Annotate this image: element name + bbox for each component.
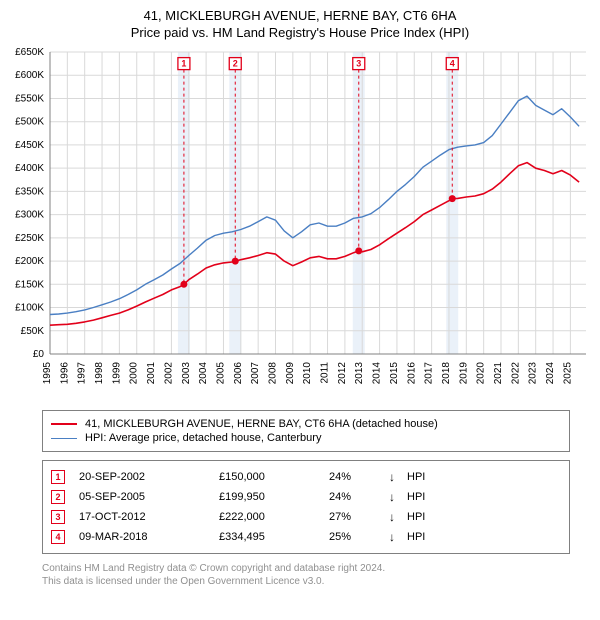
legend-label: HPI: Average price, detached house, Cant… <box>85 432 321 444</box>
address-title: 41, MICKLEBURGH AVENUE, HERNE BAY, CT6 6… <box>0 8 600 23</box>
down-arrow-icon: ↓ <box>389 491 407 503</box>
x-tick-label: 2018 <box>441 362 452 385</box>
y-tick-label: £400K <box>15 163 44 174</box>
x-tick-label: 1999 <box>111 362 122 385</box>
sale-price: £334,495 <box>219 531 329 543</box>
chart-subtitle: Price paid vs. HM Land Registry's House … <box>0 25 600 40</box>
y-tick-label: £650K <box>15 47 44 58</box>
chart-area: £0 £50K £100K £150K £200K £250K £300K £350K £400… <box>0 44 600 404</box>
x-tick-label: 2002 <box>163 362 174 385</box>
sale-marker-label: 1 <box>181 59 186 69</box>
x-tick-label: 1996 <box>59 362 70 385</box>
sale-pct: 24% <box>329 471 389 483</box>
y-tick-label: £0 <box>33 349 45 360</box>
down-arrow-icon: ↓ <box>389 511 407 523</box>
y-tick-label: £350K <box>15 186 44 197</box>
x-tick-label: 2006 <box>233 362 244 385</box>
down-arrow-icon: ↓ <box>389 531 407 543</box>
x-tick-label: 2021 <box>493 362 504 385</box>
down-arrow-icon: ↓ <box>389 471 407 483</box>
legend-swatch <box>51 438 77 439</box>
y-tick-label: £550K <box>15 93 44 104</box>
y-tick-label: £250K <box>15 233 44 244</box>
x-tick-label: 2016 <box>406 362 417 385</box>
sale-ref: HPI <box>407 531 447 543</box>
sale-index-box: 4 <box>51 530 65 544</box>
sale-index-box: 3 <box>51 510 65 524</box>
x-tick-label: 2000 <box>129 362 140 385</box>
footer-line2: This data is licensed under the Open Gov… <box>42 575 570 588</box>
x-tick-label: 2004 <box>198 362 209 385</box>
x-tick-label: 2014 <box>372 362 383 385</box>
x-tick-label: 2011 <box>320 362 331 384</box>
page-container: 41, MICKLEBURGH AVENUE, HERNE BAY, CT6 6… <box>0 0 600 588</box>
x-tick-label: 2008 <box>268 362 279 385</box>
sale-marker-label: 3 <box>356 59 361 69</box>
chart-header: 41, MICKLEBURGH AVENUE, HERNE BAY, CT6 6… <box>0 0 600 44</box>
y-tick-label: £150K <box>15 279 44 290</box>
sale-marker-label: 4 <box>450 59 455 69</box>
x-tick-label: 2025 <box>562 362 573 385</box>
sales-table: 120-SEP-2002£150,00024%↓HPI205-SEP-2005£… <box>42 460 570 554</box>
sale-date: 20-SEP-2002 <box>79 471 219 483</box>
price-chart: £0 £50K £100K £150K £200K £250K £300K £350K £400… <box>0 44 600 404</box>
sale-price: £199,950 <box>219 491 329 503</box>
x-tick-label: 2024 <box>545 362 556 385</box>
x-tick-label: 2001 <box>146 362 157 385</box>
y-tick-label: £100K <box>15 303 44 314</box>
y-tick-label: £300K <box>15 210 44 221</box>
sale-marker-label: 2 <box>233 59 238 69</box>
sales-row: 1 20-SEP-2002£150,00024%↓HPI <box>51 467 561 487</box>
sale-pct: 24% <box>329 491 389 503</box>
x-tick-label: 2007 <box>250 362 261 385</box>
sale-pct: 25% <box>329 531 389 543</box>
x-tick-label: 2017 <box>424 362 435 385</box>
x-tick-label: 2009 <box>285 362 296 385</box>
x-tick-label: 2020 <box>476 362 487 385</box>
sale-price: £222,000 <box>219 511 329 523</box>
sale-date: 17-OCT-2012 <box>79 511 219 523</box>
x-tick-label: 2013 <box>354 362 365 385</box>
y-tick-label: £500K <box>15 117 44 128</box>
x-tick-label: 2023 <box>528 362 539 385</box>
y-tick-label: £200K <box>15 256 44 267</box>
x-tick-label: 2012 <box>337 362 348 385</box>
y-tick-label: £450K <box>15 140 44 151</box>
sales-row: 4 09-MAR-2018£334,49525%↓HPI <box>51 527 561 547</box>
y-tick-label: £600K <box>15 70 44 81</box>
sale-ref: HPI <box>407 511 447 523</box>
x-tick-label: 2022 <box>510 362 521 385</box>
sale-pct: 27% <box>329 511 389 523</box>
legend-row: HPI: Average price, detached house, Cant… <box>51 431 561 445</box>
sale-index-box: 2 <box>51 490 65 504</box>
sale-date: 09-MAR-2018 <box>79 531 219 543</box>
legend-row: 41, MICKLEBURGH AVENUE, HERNE BAY, CT6 6… <box>51 417 561 431</box>
x-tick-label: 2005 <box>215 362 226 385</box>
x-tick-label: 2003 <box>181 362 192 385</box>
sale-price: £150,000 <box>219 471 329 483</box>
sales-row: 3 17-OCT-2012£222,00027%↓HPI <box>51 507 561 527</box>
x-tick-label: 2010 <box>302 362 313 385</box>
footer-attribution: Contains HM Land Registry data © Crown c… <box>42 562 570 588</box>
x-tick-label: 2019 <box>458 362 469 385</box>
x-tick-label: 2015 <box>389 362 400 385</box>
y-tick-label: £50K <box>21 326 45 337</box>
sale-index-box: 1 <box>51 470 65 484</box>
sale-ref: HPI <box>407 471 447 483</box>
sale-ref: HPI <box>407 491 447 503</box>
legend-label: 41, MICKLEBURGH AVENUE, HERNE BAY, CT6 6… <box>85 418 438 430</box>
x-tick-label: 1997 <box>77 362 88 385</box>
footer-line1: Contains HM Land Registry data © Crown c… <box>42 562 570 575</box>
sale-date: 05-SEP-2005 <box>79 491 219 503</box>
legend-swatch <box>51 423 77 425</box>
legend-box: 41, MICKLEBURGH AVENUE, HERNE BAY, CT6 6… <box>42 410 570 452</box>
x-tick-label: 1995 <box>42 362 53 385</box>
x-tick-label: 1998 <box>94 362 105 385</box>
sales-row: 2 05-SEP-2005£199,95024%↓HPI <box>51 487 561 507</box>
